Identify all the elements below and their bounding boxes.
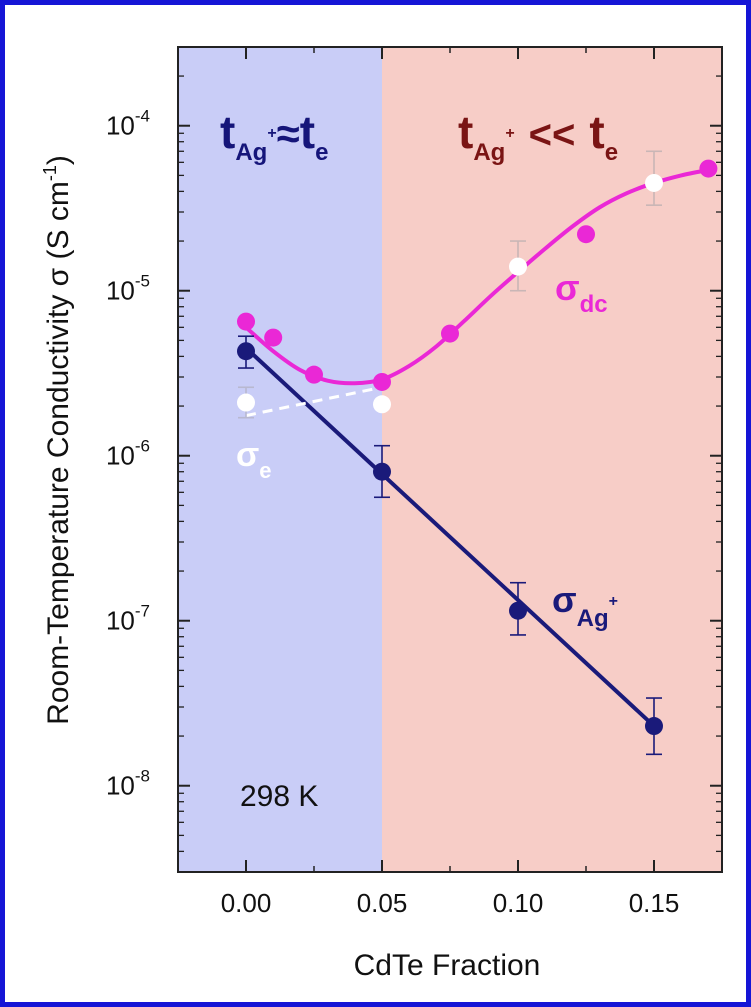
series-label-ag-main: σ bbox=[552, 579, 577, 620]
series-label-dc-sub: dc bbox=[580, 291, 608, 318]
y-tick-label-base: 10 bbox=[106, 111, 135, 141]
data-point-dc bbox=[645, 173, 663, 192]
series-label-ag-sup: + bbox=[609, 593, 618, 610]
data-point-dc bbox=[441, 324, 459, 343]
x-tick-label: 0.05 bbox=[357, 888, 408, 918]
series-label-ag: σAg+ bbox=[552, 579, 618, 632]
temperature-label: 298 K bbox=[240, 780, 318, 813]
series-label-e-sub: e bbox=[259, 458, 271, 483]
y-tick-label-base: 10 bbox=[106, 441, 135, 471]
data-points-layer bbox=[237, 159, 718, 736]
y-tick-label-exp: -7 bbox=[135, 602, 150, 621]
series-label-dc: σdc bbox=[555, 267, 608, 318]
data-point-dc bbox=[577, 225, 595, 244]
annotation-left-sup: + bbox=[267, 125, 276, 142]
data-point-dc bbox=[305, 365, 323, 384]
y-axis-label-sup: -1 bbox=[40, 165, 60, 181]
y-tick-label-exp: -5 bbox=[135, 272, 150, 291]
data-point-dc bbox=[699, 159, 718, 178]
fit-line-dc bbox=[244, 167, 709, 386]
annotation-right-rel: << bbox=[529, 113, 576, 157]
annotation-left: tAg+≈te bbox=[220, 106, 328, 166]
ticks-layer bbox=[177, 47, 723, 873]
y-tick-label-exp: -6 bbox=[135, 437, 150, 456]
regions-layer bbox=[178, 47, 722, 872]
y-tick-label: 10-4 bbox=[106, 107, 150, 141]
y-tick-label-exp: -8 bbox=[135, 767, 150, 786]
annotation-left-t: t bbox=[220, 106, 235, 158]
y-tick-label: 10-6 bbox=[106, 437, 150, 471]
data-point-ag bbox=[373, 462, 391, 481]
data-point-dc bbox=[264, 328, 283, 347]
y-tick-label: 10-7 bbox=[106, 602, 150, 636]
annotation-left-sub2: e bbox=[315, 139, 328, 166]
annotation-right-sub2: e bbox=[605, 139, 618, 166]
region-0 bbox=[178, 47, 382, 872]
y-tick-label-base: 10 bbox=[106, 606, 135, 636]
fit-line-e bbox=[245, 385, 383, 418]
series-label-ag-sub: Ag bbox=[577, 605, 609, 632]
annotation-left-sub: Ag bbox=[235, 139, 267, 166]
annotation-left-rel: ≈ bbox=[277, 110, 300, 157]
data-point-ag bbox=[509, 601, 527, 620]
annotation-right-t2: t bbox=[589, 106, 604, 158]
y-tick-label-base: 10 bbox=[106, 771, 135, 801]
data-point-ag bbox=[645, 717, 663, 736]
series-label-dc-main: σ bbox=[555, 267, 580, 308]
y-tick-label: 10-5 bbox=[106, 272, 150, 306]
data-point-dc bbox=[509, 257, 527, 276]
y-axis-label-main: Room-Temperature Conductivity σ (S cm bbox=[42, 181, 75, 725]
series-label-e-main: σ bbox=[236, 436, 259, 474]
data-point-ag bbox=[237, 342, 255, 361]
series-label-e: σe bbox=[236, 436, 272, 483]
x-tick-label: 0.10 bbox=[493, 888, 544, 918]
fit-line-ag bbox=[244, 346, 656, 728]
y-tick-label-exp: -4 bbox=[135, 107, 150, 126]
data-point-dc bbox=[237, 312, 255, 331]
y-axis-label-tail: ) bbox=[42, 155, 75, 165]
annotation-right: tAg+ << te bbox=[458, 106, 618, 166]
annotation-right-t: t bbox=[458, 106, 473, 158]
y-tick-label-base: 10 bbox=[106, 276, 135, 306]
y-tick-label: 10-8 bbox=[106, 767, 150, 801]
x-axis-label: CdTe Fraction bbox=[354, 949, 541, 982]
x-tick-label: 0.00 bbox=[221, 888, 272, 918]
data-point-dc bbox=[373, 372, 391, 391]
fit-lines-layer bbox=[244, 167, 709, 728]
annotation-left-t2: t bbox=[300, 106, 315, 158]
x-tick-label: 0.15 bbox=[629, 888, 680, 918]
annotation-right-sub: Ag bbox=[473, 139, 505, 166]
data-point-e bbox=[373, 395, 391, 414]
data-point-e bbox=[237, 393, 255, 412]
y-axis-label: Room-Temperature Conductivity σ (S cm-1) bbox=[40, 155, 75, 725]
region-1 bbox=[382, 47, 722, 872]
annotation-right-sup: + bbox=[505, 125, 514, 142]
